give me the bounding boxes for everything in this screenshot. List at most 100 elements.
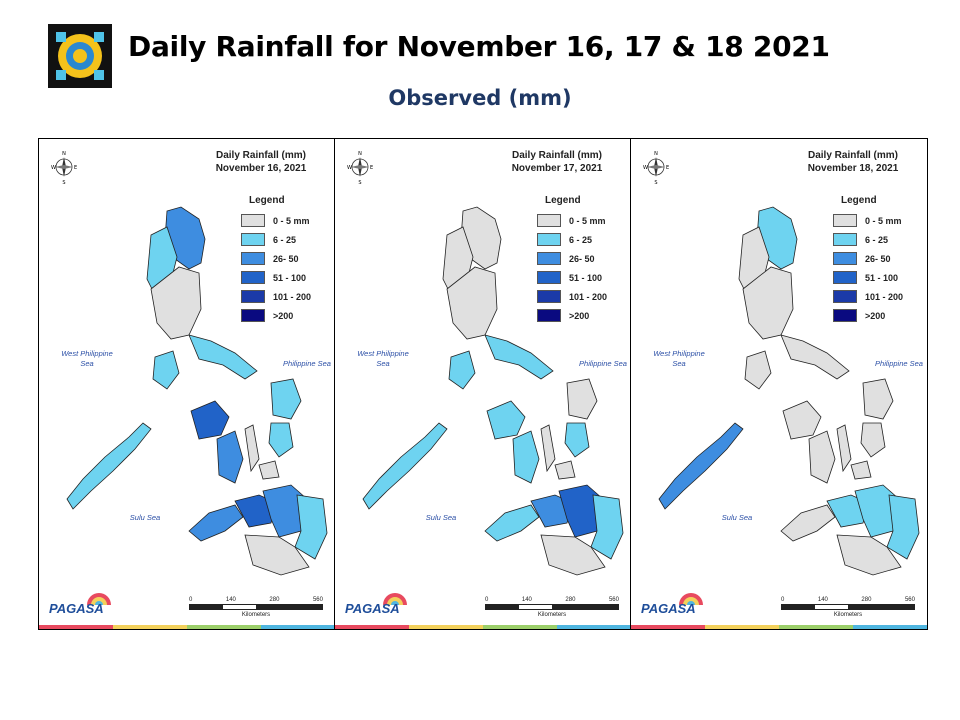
palawan-island [362, 422, 448, 510]
svg-text:S: S [358, 180, 361, 185]
legend-swatch [833, 309, 857, 322]
legend-label: 51 - 100 [569, 272, 603, 283]
scale-tick-label: 280 [565, 597, 576, 603]
legend-swatch [241, 214, 265, 227]
legend-item: 101 - 200 [237, 287, 327, 306]
svg-text:W: W [643, 165, 648, 171]
legend-item: 51 - 100 [237, 268, 327, 287]
svg-text:W: W [51, 165, 56, 171]
scale-tick-label: 280 [861, 597, 872, 603]
palawan-island [658, 422, 744, 510]
samar-island [566, 378, 598, 420]
sulu-sea-label: Sulu Sea [721, 513, 753, 522]
legend-swatch [241, 252, 265, 265]
rainfall-map-panel-nov18: N S W E Daily Rainfall (mm) November 18,… [630, 138, 928, 630]
map-title: Daily Rainfall (mm) November 16, 2021 [215, 150, 307, 174]
legend-item: >200 [237, 306, 327, 325]
davao-region [886, 494, 920, 560]
cebu-island [244, 424, 260, 473]
legend-label: 0 - 5 mm [865, 215, 902, 226]
legend-label: >200 [865, 310, 886, 321]
legend-swatch [241, 271, 265, 284]
legend-swatch [833, 290, 857, 303]
legend-title: Legend [249, 195, 285, 206]
south-mindanao-region [540, 534, 606, 576]
scale-tick-label: 140 [225, 597, 236, 603]
scale-tick-label: 560 [608, 597, 619, 603]
compass-rose-icon: N S W E [347, 151, 373, 185]
central-luzon-region [742, 266, 794, 340]
scale-tick-label: 560 [312, 597, 323, 603]
page-title: Daily Rainfall for November 16, 17 & 18 … [128, 30, 830, 63]
legend-swatch [241, 309, 265, 322]
pagasa-wordmark: PAGASA [49, 601, 104, 616]
legend-label: 6 - 25 [865, 234, 889, 245]
svg-text:S: S [654, 180, 657, 185]
philippine-sea-label: Philippine Sea [579, 359, 627, 368]
legend-label: 51 - 100 [865, 272, 899, 283]
pagasa-seal-logo [48, 24, 112, 88]
philippines-map [66, 206, 328, 576]
zamboanga-region [188, 504, 244, 542]
compass-rose-icon: N S W E [643, 151, 669, 185]
strip-segment [705, 625, 779, 629]
negros-island [216, 430, 244, 484]
legend-swatch [537, 271, 561, 284]
legend-label: 26- 50 [865, 253, 891, 264]
legend-item: 0 - 5 mm [237, 211, 327, 230]
pagasa-logo [87, 593, 111, 605]
scale-tick-label: 0 [485, 597, 489, 603]
scale-bar-graphic [189, 604, 323, 610]
legend-label: 101 - 200 [273, 291, 312, 302]
scale-unit-label: Kilometers [833, 612, 863, 618]
davao-region [294, 494, 328, 560]
legend-item: 51 - 100 [533, 268, 623, 287]
sulu-sea-label: Sulu Sea [129, 513, 161, 522]
legend-label: 0 - 5 mm [273, 215, 310, 226]
map-title: Daily Rainfall (mm) November 17, 2021 [511, 150, 603, 174]
pagasa-logo [679, 593, 703, 605]
mindoro-island [744, 350, 772, 390]
leyte-island [564, 422, 590, 458]
map-title: Daily Rainfall (mm) November 18, 2021 [807, 150, 899, 174]
bicol-region [780, 334, 850, 380]
scale-unit-label: Kilometers [241, 612, 271, 618]
svg-text:N: N [62, 151, 66, 157]
rainfall-map-panel-nov16: N S W E Daily Rainfall (mm) November 16,… [38, 138, 336, 630]
color-strip [39, 625, 335, 629]
strip-segment [187, 625, 261, 629]
strip-segment [113, 625, 187, 629]
map-legend: Legend 0 - 5 mm 6 - 25 26- 50 51 - 100 1… [829, 195, 919, 325]
samar-island [862, 378, 894, 420]
legend-swatch [537, 233, 561, 246]
legend-swatch [537, 214, 561, 227]
negros-island [512, 430, 540, 484]
strip-segment [409, 625, 483, 629]
legend-item: 101 - 200 [533, 287, 623, 306]
scale-tick-label: 140 [817, 597, 828, 603]
strip-segment [483, 625, 557, 629]
central-luzon-region [446, 266, 498, 340]
legend-item: >200 [533, 306, 623, 325]
legend-label: 101 - 200 [865, 291, 904, 302]
legend-label: 0 - 5 mm [569, 215, 606, 226]
scale-bar-graphic [485, 604, 619, 610]
philippine-sea-label: Philippine Sea [875, 359, 923, 368]
davao-region [590, 494, 624, 560]
svg-text:E: E [74, 165, 77, 171]
zamboanga-region [780, 504, 836, 542]
legend-item: 101 - 200 [829, 287, 919, 306]
west-philippine-sea-label: West Philippine Sea [61, 349, 113, 368]
legend-item: 26- 50 [237, 249, 327, 268]
legend-label: >200 [569, 310, 590, 321]
cebu-island [836, 424, 852, 473]
south-mindanao-region [244, 534, 310, 576]
legend-swatch [537, 309, 561, 322]
legend-item: 26- 50 [533, 249, 623, 268]
strip-segment [853, 625, 927, 629]
legend-item: 6 - 25 [237, 230, 327, 249]
mindoro-island [152, 350, 180, 390]
svg-text:E: E [370, 165, 373, 171]
legend-swatch [537, 290, 561, 303]
bohol-island [258, 460, 280, 480]
